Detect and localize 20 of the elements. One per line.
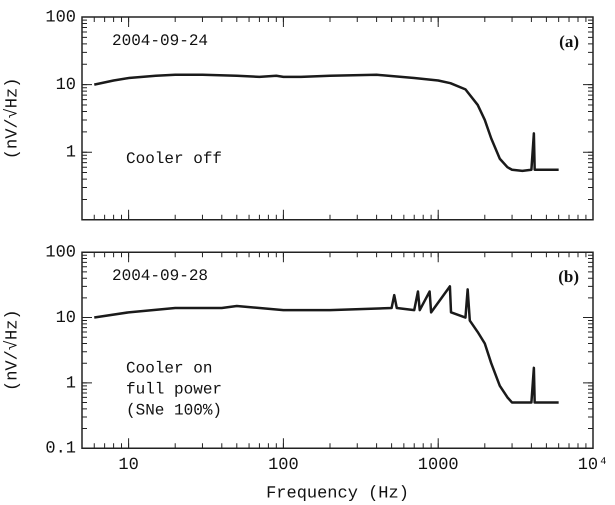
y-tick-label: 100: [45, 8, 76, 28]
annotation: 2004-09-28: [112, 267, 208, 286]
x-tick-label: 100: [268, 456, 299, 475]
y-tick-label: 1: [66, 374, 76, 394]
y-tick-label: 10: [56, 76, 76, 96]
x-tick-label: 10: [118, 456, 139, 475]
x-axis-title: Frequency (Hz): [266, 484, 409, 504]
y-tick-label: 10: [56, 309, 76, 328]
x-tick-label: 1000: [418, 456, 459, 475]
y-axis-title: (nV/√Hz): [2, 309, 23, 392]
annotation: (a): [559, 32, 579, 51]
annotation: 2004-09-24: [112, 32, 208, 50]
x-tick-label: 10⁴: [578, 456, 608, 475]
annotation: (b): [558, 267, 579, 286]
y-tick-label: 1: [66, 144, 76, 163]
annotation: Cooler on full power (SNe 100%): [126, 359, 222, 420]
annotation: Cooler off: [126, 150, 222, 168]
y-axis-title: (nV/√Hz): [2, 78, 23, 160]
y-tick-label: 100: [45, 244, 76, 263]
y-tick-label: 0.1: [45, 440, 76, 459]
